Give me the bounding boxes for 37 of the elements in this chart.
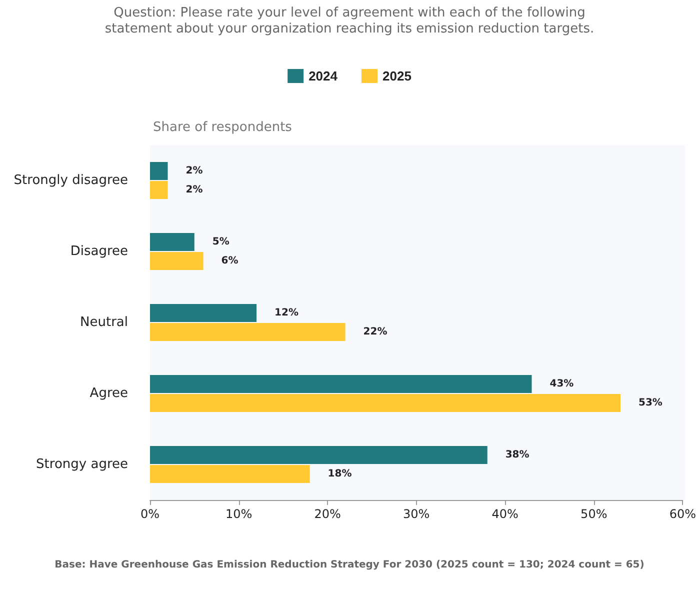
data-label: 12%	[274, 308, 298, 319]
y-tick-label: Disagree	[70, 244, 128, 259]
data-label: 43%	[550, 378, 574, 390]
x-tick-label: 50%	[580, 507, 608, 521]
x-axis-title: Share of respondents	[153, 120, 292, 135]
bar	[150, 180, 168, 199]
bar	[150, 375, 532, 394]
bar	[150, 322, 346, 341]
x-tick-label: 20%	[314, 507, 341, 521]
chart-subtitle: Question: Please rate your level of agreement with each of the following statement about your organization reaching its emission reduction targets.	[104, 6, 594, 36]
x-tick-label: 10%	[225, 507, 252, 521]
data-label: 2%	[186, 166, 203, 177]
data-label: 6%	[221, 255, 238, 266]
data-label: 5%	[212, 236, 230, 248]
data-label: 53%	[638, 397, 662, 408]
y-tick-label: Strongy agree	[36, 457, 128, 472]
bar	[150, 233, 194, 252]
text: Base: Have Greenhouse Gas Emission Reduction Strategy For 2030 (2025 count = 130; 2024 count = 65)	[54, 560, 644, 570]
x-tick-label: 40%	[492, 507, 518, 521]
x-tick-label: 60%	[669, 507, 696, 521]
data-label: 22%	[363, 326, 388, 338]
data-label: 18%	[328, 468, 352, 480]
data-label: 2%	[186, 184, 203, 196]
bar	[150, 394, 621, 412]
bar	[150, 162, 168, 180]
bar	[150, 252, 204, 270]
legend-label: 2025	[382, 68, 412, 84]
bar	[150, 464, 310, 483]
data-label: 38%	[505, 450, 530, 461]
y-tick-label: Agree	[90, 386, 128, 401]
y-tick-label: Strongly disagree	[14, 173, 128, 188]
y-tick-label: Neutral	[80, 315, 128, 330]
bar	[150, 446, 488, 464]
legend-label: 2024	[308, 68, 338, 84]
x-tick-label: 30%	[402, 507, 430, 521]
x-tick-label: 0%	[140, 507, 160, 521]
bar	[150, 304, 257, 322]
